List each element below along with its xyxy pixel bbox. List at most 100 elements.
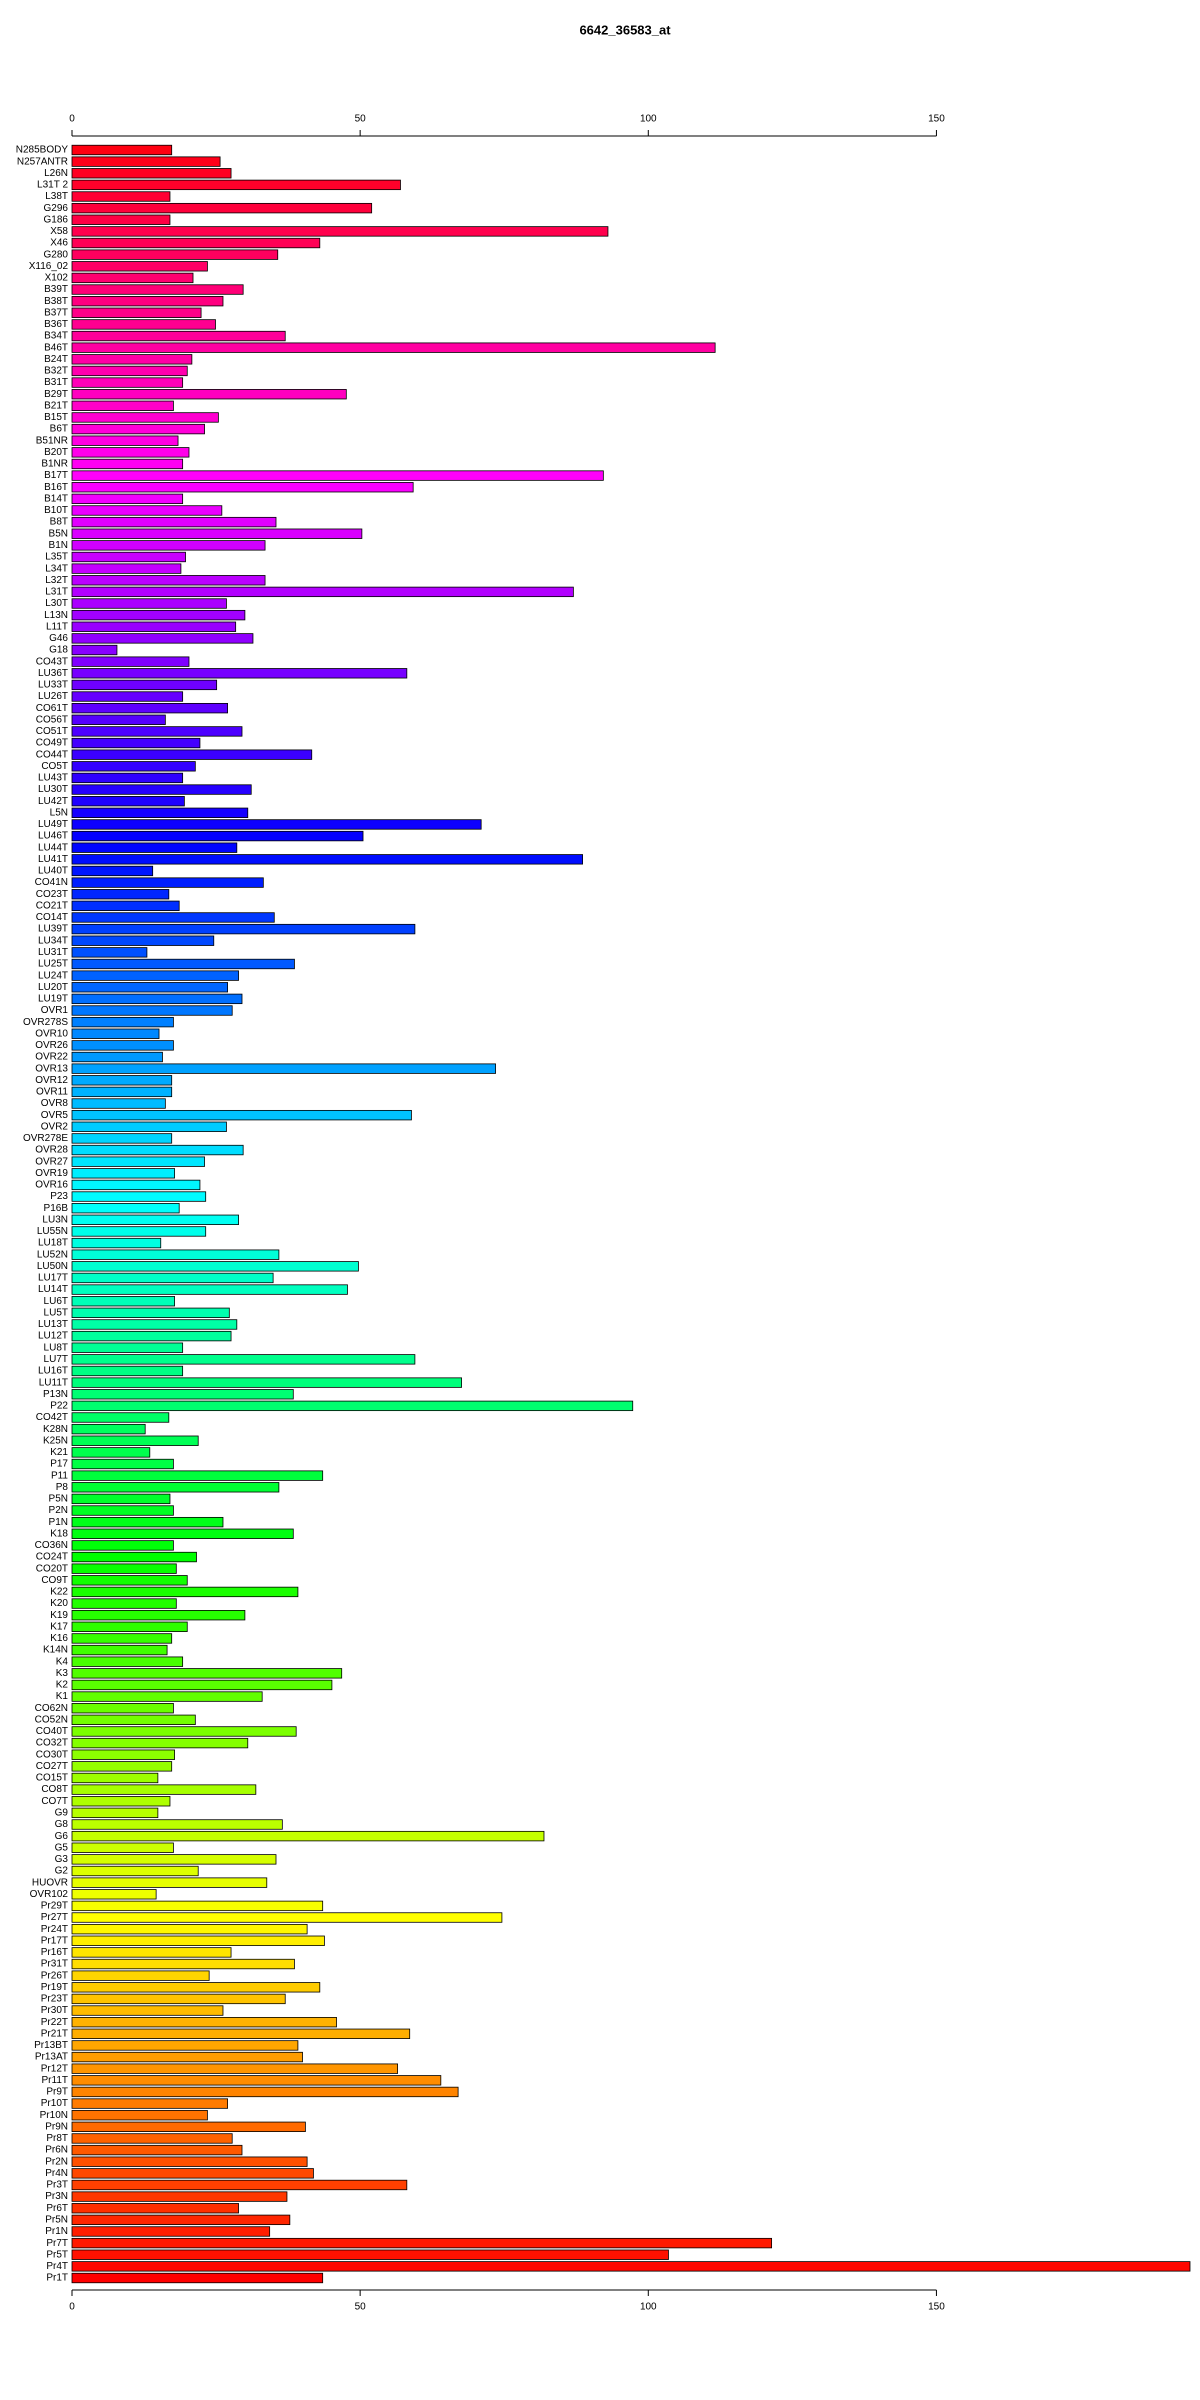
bar: [71, 644, 118, 656]
y-tick-label: OVR19: [35, 1168, 68, 1179]
y-tick-label: B20T: [44, 447, 68, 458]
bar: [71, 1296, 175, 1307]
y-tick-label: CO8T: [41, 1784, 68, 1795]
bar: [71, 2133, 233, 2144]
bar: [71, 679, 218, 691]
y-tick-label: L30T: [45, 598, 68, 609]
bar: [71, 1982, 321, 1993]
y-tick-label: LU11T: [39, 1377, 68, 1388]
bar: [71, 1028, 160, 1039]
y-tick-label: CO49T: [36, 738, 68, 749]
y-tick-label: G296: [44, 203, 69, 214]
y-tick-label: CO20T: [36, 1563, 68, 1574]
y-tick-label: Pr17T: [41, 1935, 68, 1946]
y-tick-label: OVR1: [41, 1005, 69, 1016]
bar: [71, 2086, 459, 2098]
bar: [71, 1470, 324, 1481]
y-tick-label: LU44T: [38, 842, 68, 853]
bar: [71, 877, 264, 888]
bar: [71, 2249, 669, 2260]
bar: [71, 912, 275, 923]
bar: [71, 1830, 545, 1842]
bar: [71, 761, 196, 772]
y-tick-label: CO32T: [36, 1738, 68, 1749]
y-tick-label: OVR22: [35, 1052, 68, 1063]
y-tick-label: L35T: [45, 552, 68, 563]
bar: [71, 1586, 299, 1598]
y-tick-label: OVR102: [30, 1889, 69, 1900]
bar: [71, 737, 201, 749]
y-tick-label: LU26T: [38, 691, 68, 702]
bar: [71, 1377, 462, 1388]
bar: [71, 854, 583, 865]
bar: [71, 2203, 239, 2214]
bar: [71, 621, 237, 632]
y-tick-label: OVR278S: [23, 1017, 68, 1028]
bar: [71, 272, 194, 284]
x-tick-label: 50: [355, 2302, 367, 2313]
y-tick-label: OVR16: [35, 1180, 68, 1191]
y-tick-label: LU16T: [38, 1366, 68, 1377]
y-tick-label: B15T: [44, 412, 68, 423]
bar: [71, 2028, 411, 2039]
bar: [71, 168, 232, 179]
y-tick-label: LU43T: [38, 773, 68, 784]
y-tick-label: LU8T: [44, 1342, 68, 1353]
bar: [71, 923, 416, 935]
y-tick-label: CO61T: [36, 703, 68, 714]
bar: [71, 1319, 238, 1330]
bar: [71, 1970, 210, 1981]
y-tick-label: LU40T: [38, 866, 68, 877]
y-tick-label: Pr4N: [45, 2168, 68, 2179]
y-tick-label: Pr31T: [41, 1959, 68, 1970]
y-tick-label: LU20T: [38, 982, 68, 993]
bar: [71, 284, 244, 295]
bar: [71, 2040, 299, 2051]
x-tick-label: 0: [69, 114, 75, 125]
bar: [71, 2214, 291, 2226]
x-tick-label: 100: [640, 2302, 657, 2313]
y-tick-label: G3: [55, 1854, 69, 1865]
bar: [71, 702, 228, 714]
bar: [71, 1610, 246, 1621]
bar: [71, 1458, 174, 1470]
y-tick-label: CO41N: [35, 877, 68, 888]
y-tick-label: B5N: [49, 528, 68, 539]
y-tick-label: G2: [55, 1866, 69, 1877]
bar: [71, 2179, 408, 2191]
bar: [71, 423, 205, 435]
bar: [71, 1772, 159, 1784]
y-tick-label: LU34T: [38, 935, 68, 946]
y-tick-label: LU46T: [38, 831, 68, 842]
y-tick-label: B21T: [44, 400, 68, 411]
y-tick-label: B17T: [44, 470, 68, 481]
bar: [71, 377, 184, 388]
bar: [71, 1354, 416, 1365]
bar: [71, 1656, 184, 1667]
y-tick-label: OVR11: [36, 1087, 68, 1098]
y-tick-label: P16B: [44, 1203, 69, 1214]
y-tick-label: Pr10N: [40, 2110, 68, 2121]
bar: [71, 1435, 199, 1446]
y-tick-label: Pr6N: [45, 2145, 68, 2156]
bar: [71, 2261, 1191, 2272]
bar: [71, 156, 221, 167]
y-tick-label: B1N: [49, 540, 68, 551]
y-tick-label: K20: [50, 1598, 68, 1609]
bar: [71, 726, 243, 737]
y-tick-label: OVR27: [35, 1156, 68, 1167]
y-tick-label: B51NR: [36, 435, 68, 446]
y-tick-label: B6T: [50, 424, 68, 435]
bar: [71, 970, 239, 981]
y-tick-label: Pr3N: [45, 2191, 68, 2202]
bar: [71, 1575, 188, 1586]
y-tick-label: B32T: [44, 366, 68, 377]
bar: [71, 226, 609, 237]
bar: [71, 1505, 174, 1516]
y-tick-label: L31T 2: [37, 180, 68, 191]
y-tick-label: LU6T: [44, 1296, 68, 1307]
y-tick-label: LU24T: [38, 970, 68, 981]
bar: [71, 1714, 196, 1726]
y-tick-label: K1: [56, 1691, 69, 1702]
y-tick-label: G280: [44, 249, 69, 260]
